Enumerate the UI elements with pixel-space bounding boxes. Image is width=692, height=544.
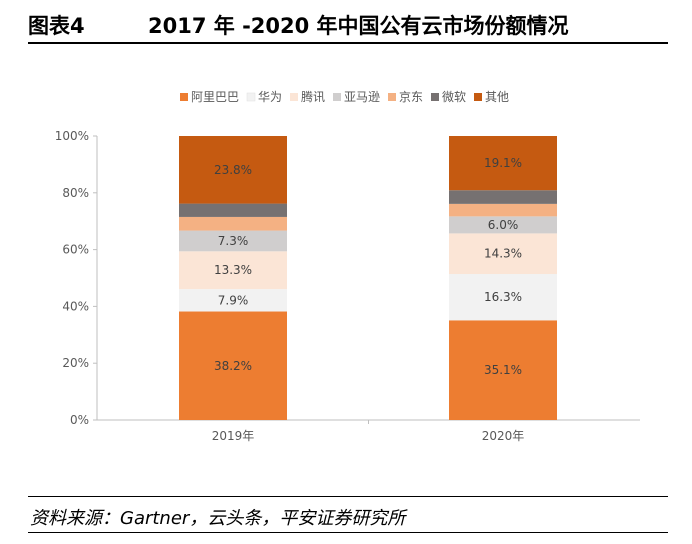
legend-swatch — [180, 93, 188, 101]
data-label: 23.8% — [214, 163, 252, 177]
bar-segment-1-1 — [179, 311, 287, 420]
data-label: 16.3% — [484, 290, 522, 304]
y-tick-label: 100% — [55, 129, 89, 143]
legend-label: 华为 — [258, 90, 282, 104]
data-label: 35.1% — [484, 363, 522, 377]
bar-segment-7-2 — [449, 136, 557, 191]
legend-label: 微软 — [442, 90, 466, 104]
bar-segment-2-1 — [179, 289, 287, 312]
source-rule — [28, 496, 668, 497]
figure-label: 图表4 — [28, 14, 85, 38]
legend-label: 京东 — [399, 90, 423, 104]
y-tick-label: 20% — [62, 356, 89, 370]
legend-swatch — [290, 93, 298, 101]
data-label: 19.1% — [484, 156, 522, 170]
legend-swatch — [431, 93, 439, 101]
source-note: 资料来源：Gartner，云头条，平安证券研究所 — [30, 508, 406, 529]
bar-segment-6-2 — [449, 190, 557, 204]
legend-swatch — [246, 92, 256, 102]
bar-segment-6-1 — [179, 203, 287, 217]
bar-segment-3-1 — [179, 251, 287, 290]
legend-swatch — [333, 93, 341, 101]
bar-segment-5-1 — [179, 216, 287, 231]
bar-segment-4-2 — [449, 216, 557, 234]
y-tick-label: 40% — [62, 299, 89, 313]
y-tick-label: 0% — [70, 413, 89, 427]
data-label: 7.3% — [218, 234, 249, 248]
legend-swatch — [474, 93, 482, 101]
data-label: 38.2% — [214, 359, 252, 373]
figure-header: 图表4 2017 年 -2020 年中国公有云市场份额情况 — [28, 8, 668, 42]
data-label: 7.9% — [218, 293, 249, 307]
bar-segment-2-2 — [449, 274, 557, 321]
bar-segment-1-2 — [449, 320, 557, 420]
legend-label: 阿里巴巴 — [191, 90, 239, 104]
y-tick-label: 60% — [62, 243, 89, 257]
top-rule — [28, 42, 668, 44]
bar-segment-7-1 — [179, 136, 287, 204]
x-tick-label: 2019年 — [212, 429, 255, 443]
legend-label: 其他 — [485, 90, 509, 104]
figure-title: 2017 年 -2020 年中国公有云市场份额情况 — [148, 14, 569, 38]
data-label: 13.3% — [214, 263, 252, 277]
bar-segment-3-2 — [449, 233, 557, 275]
x-tick-label: 2020年 — [482, 429, 525, 443]
y-tick-label: 80% — [62, 186, 89, 200]
legend-label: 亚马逊 — [344, 90, 380, 104]
legend-swatch — [388, 93, 396, 101]
data-label: 14.3% — [484, 247, 522, 261]
bottom-rule — [28, 532, 668, 533]
legend-label: 腾讯 — [301, 89, 325, 104]
data-label: 6.0% — [488, 218, 519, 232]
bar-segment-5-2 — [449, 203, 557, 217]
bar-segment-4-1 — [179, 230, 287, 252]
